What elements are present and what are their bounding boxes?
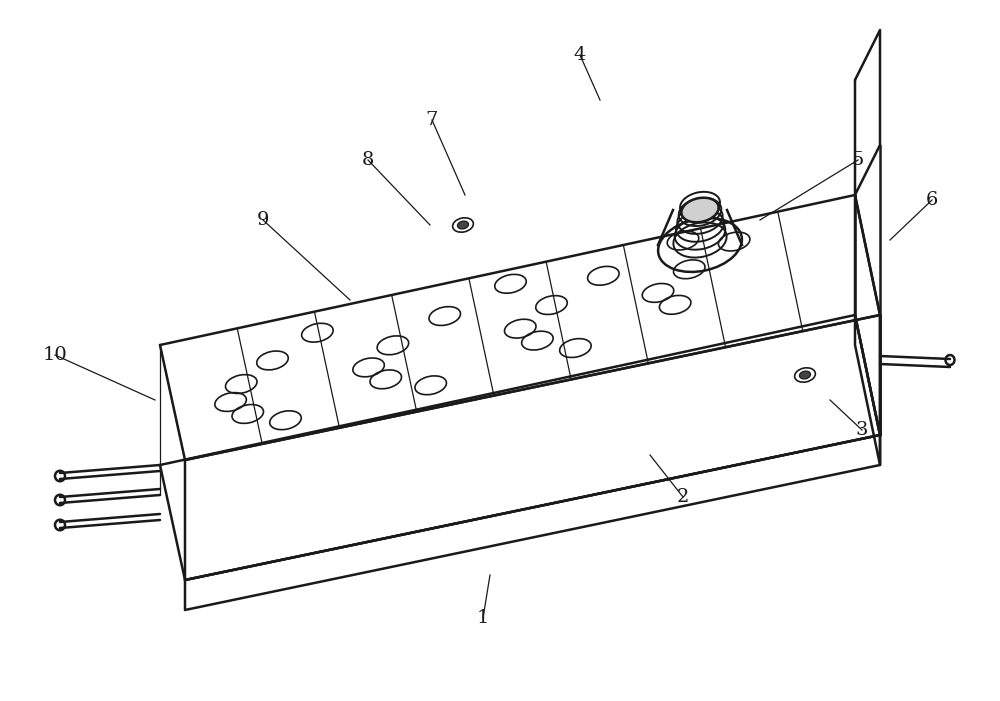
Text: 3: 3 <box>856 421 868 439</box>
Ellipse shape <box>681 198 719 222</box>
Text: 4: 4 <box>574 46 586 64</box>
Text: 9: 9 <box>257 211 269 229</box>
Text: 2: 2 <box>677 488 689 506</box>
Text: 10: 10 <box>43 346 67 364</box>
Text: 7: 7 <box>426 111 438 129</box>
Ellipse shape <box>799 371 811 379</box>
Text: 6: 6 <box>926 191 938 209</box>
Text: 1: 1 <box>477 609 489 627</box>
Text: 5: 5 <box>852 151 864 169</box>
Ellipse shape <box>457 221 469 229</box>
Text: 8: 8 <box>362 151 374 169</box>
